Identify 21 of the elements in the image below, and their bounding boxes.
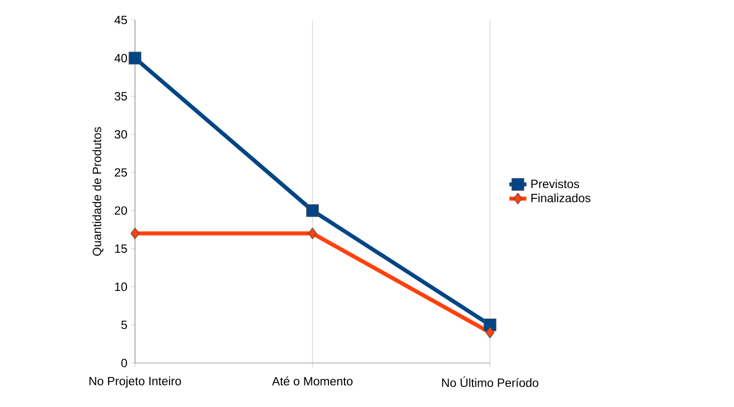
point (308, 228, 317, 240)
legend-label: Finalizados (531, 194, 590, 202)
point (130, 228, 140, 240)
x-tick-label: No Último Período (442, 376, 538, 387)
y-tick-label: 0 (121, 358, 128, 368)
y-tick-label: 20 (114, 206, 128, 215)
y-tick-label: 25 (114, 168, 127, 177)
legend-label: Previstos (531, 179, 580, 188)
y-tick-label: 5 (121, 320, 127, 330)
y-tick-label: 10 (115, 282, 128, 291)
y-tick-label: 40 (114, 54, 128, 62)
y-tick-label: 45 (114, 16, 127, 24)
x-tick-label: No Projeto Inteiro (89, 376, 181, 388)
y-tick-label: 15 (115, 244, 127, 253)
x-tick-label: Até o Momento (272, 376, 353, 386)
y-tick-label: 35 (114, 92, 127, 100)
point (486, 326, 494, 338)
point (128, 52, 142, 64)
y-tick-label: 30 (114, 130, 128, 139)
point (306, 204, 319, 217)
y-axis-title: Quantidade de Produtos (92, 127, 104, 256)
